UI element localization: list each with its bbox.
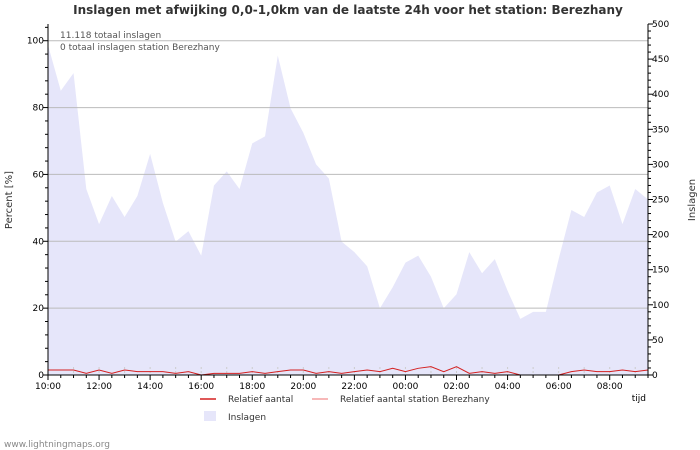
x-tick-label: 22:00 xyxy=(341,382,367,392)
y-right-tick-label: 250 xyxy=(652,196,669,206)
x-tick-label: 00:00 xyxy=(392,382,418,392)
y-right-tick-label: 0 xyxy=(652,371,658,381)
stats-total: 11.118 totaal inslagen xyxy=(60,31,161,41)
legend-swatch xyxy=(204,411,216,421)
y-left-tick-label: 100 xyxy=(27,37,44,47)
y-right-tick-label: 100 xyxy=(652,301,669,311)
chart-title: Inslagen met afwijking 0,0-1,0km van de … xyxy=(73,3,623,17)
series-inslagen-area xyxy=(48,45,648,376)
y-left-tick-label: 40 xyxy=(33,237,45,247)
x-tick-label: 10:00 xyxy=(35,382,61,392)
y-left-tick-label: 20 xyxy=(33,304,45,314)
legend-label: Relatief aantal station Berezhany xyxy=(340,395,490,405)
y-right-tick-label: 450 xyxy=(652,55,669,65)
y-axis-left-label: Percent [%] xyxy=(4,171,15,229)
x-tick-label: 04:00 xyxy=(495,382,521,392)
y-right-tick-label: 50 xyxy=(652,336,664,346)
footer-credit: www.lightningmaps.org xyxy=(4,440,110,450)
x-tick-label: 14:00 xyxy=(137,382,163,392)
y-axis-right-label: Inslagen xyxy=(687,179,698,221)
x-axis-label: tijd xyxy=(632,394,646,404)
y-right-tick-label: 300 xyxy=(652,160,669,170)
y-right-tick-label: 350 xyxy=(652,125,669,135)
y-left-tick-label: 0 xyxy=(38,371,44,381)
legend-label: Inslagen xyxy=(228,413,266,423)
legend-label: Relatief aantal xyxy=(228,395,293,405)
y-right-tick-label: 150 xyxy=(652,266,669,276)
y-left-tick-label: 80 xyxy=(33,104,45,114)
x-tick-label: 12:00 xyxy=(86,382,112,392)
x-tick-label: 08:00 xyxy=(597,382,623,392)
y-right-tick-label: 500 xyxy=(652,20,669,30)
y-right-tick-label: 400 xyxy=(652,90,669,100)
x-tick-label: 18:00 xyxy=(239,382,265,392)
stats-station: 0 totaal inslagen station Berezhany xyxy=(60,43,220,53)
y-right-tick-label: 200 xyxy=(652,231,669,241)
x-tick-label: 02:00 xyxy=(444,382,470,392)
y-left-tick-label: 60 xyxy=(33,170,45,180)
x-tick-label: 16:00 xyxy=(188,382,214,392)
x-tick-label: 20:00 xyxy=(290,382,316,392)
x-tick-label: 06:00 xyxy=(546,382,572,392)
